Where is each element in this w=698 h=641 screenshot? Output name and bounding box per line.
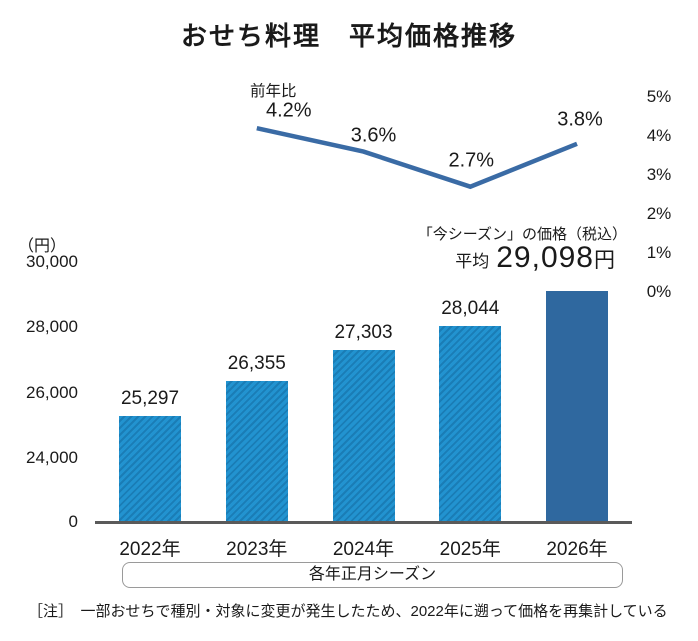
bar-2024年 bbox=[332, 350, 395, 523]
yoy-value-label: 3.8% bbox=[557, 108, 603, 131]
left-axis-tick: 30,000 bbox=[26, 252, 78, 271]
bar-2025年 bbox=[439, 325, 502, 523]
right-axis-tick: 3% bbox=[646, 165, 672, 184]
yoy-value-label: 4.2% bbox=[266, 99, 312, 122]
x-axis-caption: 各年正月シーズン bbox=[308, 566, 437, 583]
right-axis-tick: 4% bbox=[646, 126, 672, 145]
bar-value-label: 28,044 bbox=[441, 297, 500, 319]
x-axis-label-2025年: 2025年 bbox=[439, 539, 501, 560]
yoy-series-label: 前年比 bbox=[250, 83, 297, 100]
left-axis-tick: 24,000 bbox=[26, 448, 78, 468]
yoy-value-label: 3.6% bbox=[350, 124, 397, 147]
bar-2022年 bbox=[119, 415, 181, 523]
left-axis-zero: 0 bbox=[68, 512, 78, 531]
x-axis-label-2022年: 2022年 bbox=[119, 539, 181, 560]
price-number: 29,098 bbox=[496, 241, 594, 274]
bar-value-label: 25,297 bbox=[120, 387, 180, 409]
season-price-value: 平均 29,098円 bbox=[455, 241, 615, 275]
footnote: ［注］ 一部おせちで種別・対象に変更が発生したため、2022年に遡って価格を再集… bbox=[28, 603, 668, 620]
left-axis-unit: （円） bbox=[17, 238, 66, 255]
x-axis-label-2024年: 2024年 bbox=[332, 539, 395, 560]
x-axis-label-2023年: 2023年 bbox=[226, 539, 288, 560]
bar-2026年 bbox=[546, 291, 608, 523]
right-axis-tick: 2% bbox=[646, 204, 672, 223]
right-axis-tick: 1% bbox=[646, 243, 672, 262]
bar-value-label: 26,355 bbox=[227, 353, 286, 375]
right-axis-tick: 0% bbox=[646, 282, 672, 301]
chart-title: おせち料理 平均価格推移 bbox=[180, 21, 517, 51]
season-price-caption: 「今シーズン」の価格（税込） bbox=[417, 226, 627, 243]
yoy-polyline bbox=[256, 126, 578, 190]
right-axis-tick: 5% bbox=[646, 87, 672, 106]
left-axis-tick: 26,000 bbox=[26, 382, 78, 402]
x-axis-line bbox=[95, 521, 632, 524]
yoy-value-label: 2.7% bbox=[448, 149, 495, 172]
bar-value-label: 27,303 bbox=[334, 322, 393, 344]
yen-suffix: 円 bbox=[594, 249, 615, 272]
average-prefix: 平均 bbox=[455, 252, 490, 271]
x-axis-caption-box: 各年正月シーズン bbox=[122, 562, 623, 588]
x-axis-label-2026年: 2026年 bbox=[546, 539, 608, 560]
bar-2023年 bbox=[225, 381, 288, 523]
left-axis-tick: 28,000 bbox=[26, 317, 78, 337]
